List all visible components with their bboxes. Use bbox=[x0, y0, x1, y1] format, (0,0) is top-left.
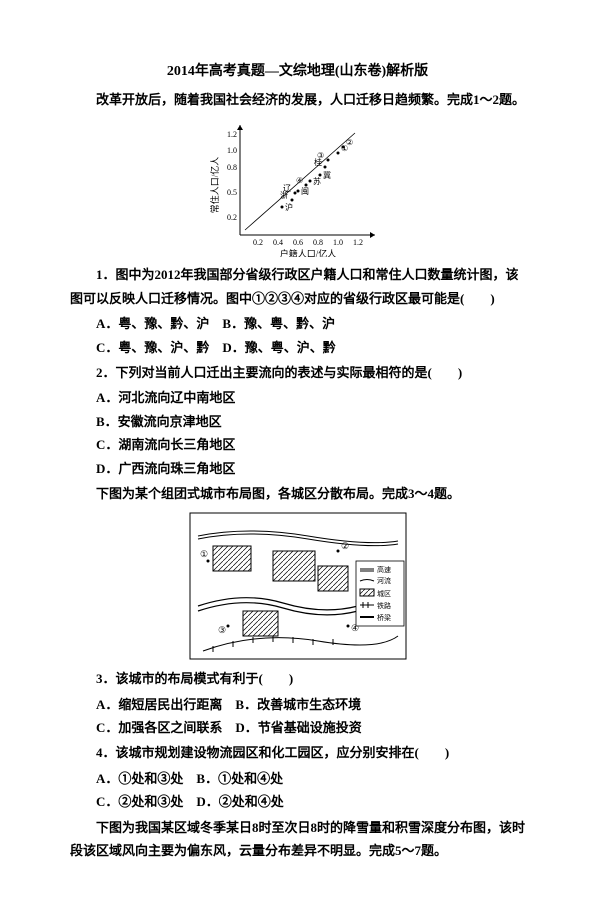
intro-1: 改革开放后，随着我国社会经济的发展，人口迁移日趋频繁。完成1～2题。 bbox=[70, 88, 525, 111]
intro-3: 下图为我国某区域冬季某日8时至次日8时的降雪量和积雪深度分布图，该时段该区域风向… bbox=[70, 816, 525, 863]
svg-text:0.8: 0.8 bbox=[313, 238, 323, 247]
q4-A: A．①处和③处 bbox=[96, 771, 183, 786]
svg-text:高速: 高速 bbox=[377, 565, 391, 574]
q3-B: B．改善城市生态环境 bbox=[235, 697, 361, 712]
q1-A: A．粤、豫、黔、沪 bbox=[96, 316, 209, 331]
q3-C: C．加强各区之间联系 bbox=[96, 720, 222, 735]
svg-text:1.0: 1.0 bbox=[333, 238, 343, 247]
svg-text:④: ④ bbox=[296, 176, 303, 185]
svg-text:0.5: 0.5 bbox=[227, 188, 237, 197]
q1-opts-cd: C．粤、豫、沪、黔 D．豫、粤、沪、黔 bbox=[70, 336, 525, 359]
svg-text:户籍人口/亿人: 户籍人口/亿人 bbox=[279, 248, 336, 257]
q4-opts-cd: C．②处和③处 D．②处和④处 bbox=[70, 790, 525, 813]
svg-text:苏: 苏 bbox=[313, 176, 321, 186]
exam-page: 2014年高考真题—文综地理(山东卷)解析版 改革开放后，随着我国社会经济的发展… bbox=[0, 0, 595, 904]
q2-stem: 2．下列对当前人口迁出主要流向的表述与实际最相符的是( ) bbox=[70, 361, 525, 384]
scatter-chart: 0.2 0.4 0.6 0.8 1.0 1.2 0.2 0.5 0.8 1.0 … bbox=[208, 117, 388, 257]
svg-text:③: ③ bbox=[218, 625, 226, 635]
svg-text:铁路: 铁路 bbox=[377, 601, 391, 610]
q3-A: A．缩短居民出行距离 bbox=[96, 697, 222, 712]
q4-C: C．②处和③处 bbox=[96, 794, 183, 809]
city-layout-map: ① ② ③ ④ 高速 河流 城区 铁路 桥梁 bbox=[188, 511, 408, 661]
svg-text:闽: 闽 bbox=[301, 187, 309, 196]
svg-text:常住人口/亿人: 常住人口/亿人 bbox=[209, 157, 220, 214]
q4-opts-ab: A．①处和③处 B．①处和④处 bbox=[70, 767, 525, 790]
q2-C: C．湖南流向长三角地区 bbox=[70, 433, 525, 456]
svg-text:沪: 沪 bbox=[285, 202, 293, 212]
q4-B: B．①处和④处 bbox=[196, 771, 283, 786]
q3-opts-cd: C．加强各区之间联系 D．节省基础设施投资 bbox=[70, 716, 525, 739]
svg-text:1.0: 1.0 bbox=[227, 146, 237, 155]
q2-D: D．广西流向珠三角地区 bbox=[70, 457, 525, 480]
svg-text:0.8: 0.8 bbox=[227, 163, 237, 172]
svg-text:②: ② bbox=[346, 138, 353, 147]
svg-text:③: ③ bbox=[317, 151, 324, 160]
svg-text:0.4: 0.4 bbox=[273, 238, 283, 247]
q4-stem: 4．该城市规划建设物流园区和化工园区，应分别安排在( ) bbox=[70, 741, 525, 764]
q1-stem: 1．图中为2012年我国部分省级行政区户籍人口和常住人口数量统计图，该图可以反映… bbox=[70, 263, 525, 310]
svg-text:桥梁: 桥梁 bbox=[377, 613, 391, 622]
q3-opts-ab: A．缩短居民出行距离 B．改善城市生态环境 bbox=[70, 693, 525, 716]
q2-B: B．安徽流向京津地区 bbox=[70, 410, 525, 433]
svg-text:河流: 河流 bbox=[377, 576, 391, 585]
svg-text:①: ① bbox=[200, 549, 208, 559]
svg-text:冀: 冀 bbox=[323, 170, 331, 180]
q1-opts-ab: A．粤、豫、黔、沪 B．豫、粤、黔、沪 bbox=[70, 312, 525, 335]
svg-text:辽: 辽 bbox=[283, 184, 291, 193]
page-title: 2014年高考真题—文综地理(山东卷)解析版 bbox=[70, 60, 525, 80]
q1-D: D．豫、粤、沪、黔 bbox=[222, 340, 335, 355]
svg-text:城区: 城区 bbox=[377, 590, 391, 598]
svg-text:0.2: 0.2 bbox=[253, 238, 263, 247]
svg-text:1.2: 1.2 bbox=[227, 130, 237, 139]
q1-B: B．豫、粤、黔、沪 bbox=[222, 316, 335, 331]
intro-2: 下图为某个组团式城市布局图，各城区分散布局。完成3～4题。 bbox=[70, 482, 525, 505]
svg-text:②: ② bbox=[341, 541, 349, 551]
q2-A: A．河北流向辽中南地区 bbox=[70, 386, 525, 409]
svg-text:0.6: 0.6 bbox=[293, 238, 303, 247]
q3-stem: 3．该城市的布局模式有利于( ) bbox=[70, 667, 525, 690]
q4-D: D．②处和④处 bbox=[196, 794, 283, 809]
svg-text:0.2: 0.2 bbox=[227, 213, 237, 222]
q3-D: D．节省基础设施投资 bbox=[235, 720, 361, 735]
q1-C: C．粤、豫、沪、黔 bbox=[96, 340, 209, 355]
svg-text:1.2: 1.2 bbox=[353, 238, 363, 247]
